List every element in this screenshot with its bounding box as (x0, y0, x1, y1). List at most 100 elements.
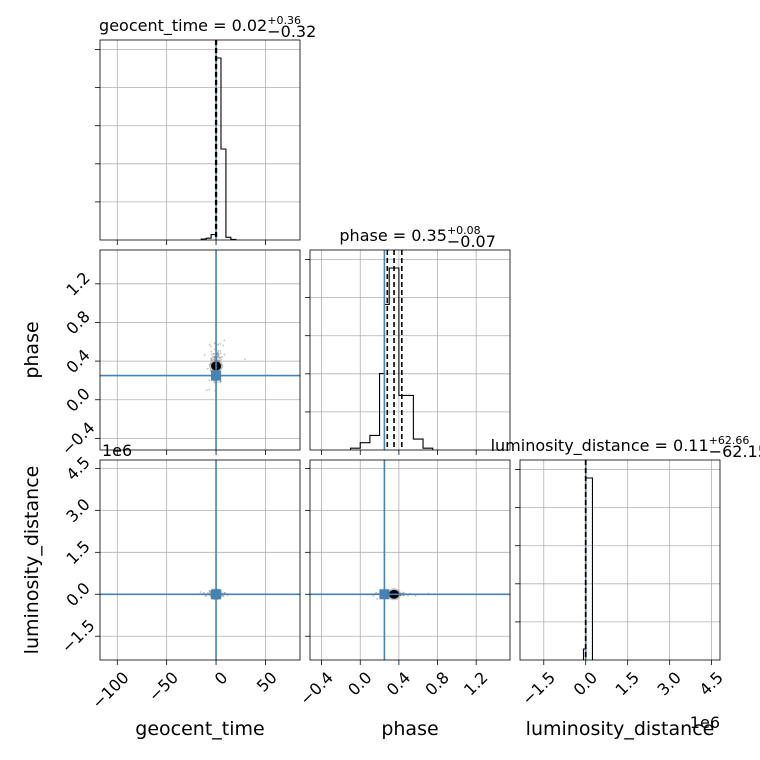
sample-point (210, 358, 213, 360)
x-ticks-0-2: −100 −50 0 50 (88, 660, 281, 712)
sample-point (208, 388, 211, 391)
sample-point (211, 355, 214, 358)
scatter-phase-luminosity_distance (310, 460, 510, 660)
title-geocent_time: geocent_time = 0.02+0.36−0.32 (99, 14, 316, 41)
grid-0-1 (100, 250, 300, 450)
y-ticks-0-2: −1.5 0.0 1.5 3.0 4.5 (58, 453, 100, 657)
title-sub: −62.15 (709, 442, 760, 461)
y-tick-label: 3.0 (62, 495, 93, 526)
sample-point (219, 356, 222, 359)
x-tick-label: −100 (88, 668, 133, 713)
sample-point (219, 381, 222, 383)
sample-point (219, 343, 222, 345)
title-phase: phase = 0.35+0.08−0.07 (339, 224, 496, 251)
x-tick-label: 3.0 (654, 668, 685, 699)
sample-point (213, 355, 216, 358)
sample-point (211, 359, 214, 361)
scatter-geocent_time-luminosity_distance (100, 460, 300, 660)
sample-point (213, 348, 216, 351)
x-ticks-0-0 (116, 240, 266, 245)
y-tick-label: 0.4 (62, 345, 93, 376)
y-offset-label: 1e6 (102, 441, 132, 460)
sample-point (208, 343, 211, 346)
x-tick-label: −1.5 (518, 668, 559, 709)
histogram-geocent_time (200, 57, 237, 241)
y-axis-label-luminosity_distance: luminosity_distance (21, 466, 43, 655)
title-main: phase = 0.35 (339, 226, 446, 245)
title-sub: −0.07 (447, 232, 496, 251)
sample-point (223, 353, 226, 356)
grid-1-1 (310, 250, 510, 450)
sample-point (217, 354, 220, 356)
y-tick-label: 0.0 (62, 579, 93, 610)
sample-point (218, 357, 221, 360)
sample-point (216, 353, 219, 356)
sample-point (217, 351, 220, 353)
sample-point (210, 353, 213, 356)
y-tick-label: 0.0 (62, 384, 93, 415)
y-tick-label: 1.5 (62, 537, 93, 568)
sample-point (210, 359, 213, 362)
title-luminosity_distance: luminosity_distance = 0.11+62.66−62.15 (491, 434, 760, 461)
x-tick-label: 1.2 (460, 668, 491, 699)
y-ticks-2-2 (515, 469, 520, 623)
x-tick-label: 0.4 (383, 668, 414, 699)
truth-marker (211, 370, 222, 381)
x-tick-label: 50 (253, 668, 281, 696)
sample-point (217, 349, 220, 352)
sample-point (407, 594, 409, 597)
panel-frame-0-1 (99, 249, 301, 451)
sample-point (222, 344, 224, 347)
y-ticks-0-0 (95, 49, 100, 203)
title-sup: +62.66 (709, 434, 750, 447)
title-sup: +0.08 (447, 224, 481, 237)
x-tick-label: 0 (211, 668, 232, 689)
grid-0-0 (100, 40, 300, 240)
y-ticks-1-1 (305, 259, 310, 413)
x-ticks-0-1 (116, 450, 266, 455)
x-ticks-1-1 (321, 450, 477, 455)
sample-point (203, 354, 206, 356)
sample-point (212, 353, 215, 355)
x-tick-label: 0.0 (344, 668, 375, 699)
sample-point (376, 597, 379, 600)
sample-point (403, 591, 405, 594)
x-axis-label-geocent_time: geocent_time (135, 718, 264, 740)
sample-point (213, 356, 216, 359)
sample-point (217, 356, 220, 358)
histogram-luminosity_distance (582, 477, 593, 660)
grid-1-2 (310, 460, 510, 660)
x-tick-label: −50 (145, 668, 182, 705)
panel-frame-2-2 (519, 459, 721, 661)
x-ticks-1-2: −0.4 0.0 0.4 0.8 1.2 (296, 660, 491, 709)
x-tick-label: −0.4 (296, 668, 337, 709)
title-sup: +0.36 (267, 14, 301, 27)
x-axis-label-luminosity_distance: luminosity_distance (526, 718, 715, 740)
sample-point (209, 369, 212, 372)
panel-frame-0-2 (99, 459, 301, 661)
sample-point (219, 380, 222, 383)
sample-point (205, 389, 208, 392)
sample-point (219, 352, 222, 355)
x-ticks-2-2: −1.5 0.0 1.5 3.0 4.5 (518, 660, 727, 709)
sample-point (210, 345, 212, 348)
sample-point (217, 343, 220, 346)
sample-point (208, 379, 211, 382)
panel-title: phase = 0.35+0.08 (339, 224, 480, 245)
y-ticks-0-1: −0.40.0 0.4 0.8 1.2 (58, 268, 100, 459)
title-main: geocent_time = 0.02 (99, 16, 267, 36)
y-tick-label: 4.5 (62, 453, 93, 484)
sample-point (216, 381, 219, 384)
sample-point (213, 358, 216, 361)
panel-frame-1-2 (309, 459, 511, 661)
y-ticks-1-2 (305, 467, 310, 637)
sample-point (210, 350, 213, 353)
sample-point (244, 358, 246, 361)
sample-point (375, 591, 378, 594)
y-tick-label: 1.2 (62, 268, 93, 299)
sample-point (213, 358, 216, 361)
scatter-geocent_time-phase (100, 250, 300, 450)
histogram-phase (350, 267, 434, 450)
sample-point (223, 339, 226, 342)
